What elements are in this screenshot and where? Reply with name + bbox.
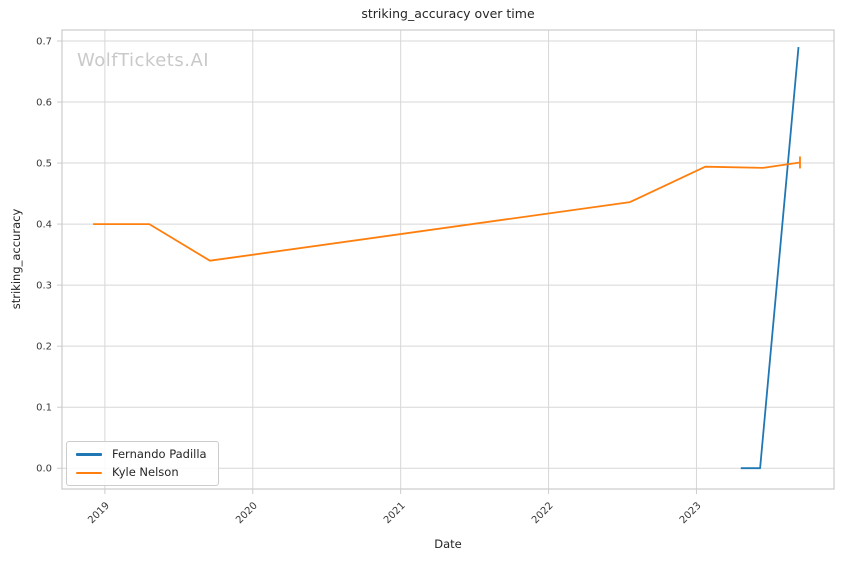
x-tick-label: 2022 [530,500,556,526]
y-tick-label: 0.0 [36,464,52,475]
y-axis-label: striking_accuracy [9,208,23,310]
x-tick-label: 2019 [86,500,112,526]
plot-border [61,29,835,490]
x-axis-label: Date [434,537,462,551]
x-tick-label: 2021 [382,500,408,526]
x-tick-label: 2020 [234,500,260,526]
legend-swatch-kyle-nelson [76,471,102,475]
legend-label-kyle-nelson: Kyle Nelson [112,465,179,480]
legend-item-fernando-padilla: Fernando Padilla [76,447,207,461]
y-tick-label: 0.5 [36,159,52,170]
legend-item-kyle-nelson: Kyle Nelson [76,465,207,480]
legend: Fernando Padilla Kyle Nelson [66,441,219,487]
y-tick-label: 0.1 [36,403,52,414]
y-tick-label: 0.6 [36,98,52,109]
legend-label-fernando-padilla: Fernando Padilla [112,447,207,461]
chart-title: striking_accuracy over time [361,6,535,21]
series-line-fernando-padilla [740,47,800,470]
x-tick-label: 2023 [678,500,704,526]
series-line-kyle-nelson [93,161,801,262]
y-tick-label: 0.2 [36,342,52,353]
y-tick-label: 0.3 [36,281,52,292]
legend-swatch-fernando-padilla [76,453,102,456]
y-tick-label: 0.7 [36,36,52,47]
watermark: WolfTickets.AI [77,50,210,71]
y-tick-label: 0.4 [36,220,52,231]
